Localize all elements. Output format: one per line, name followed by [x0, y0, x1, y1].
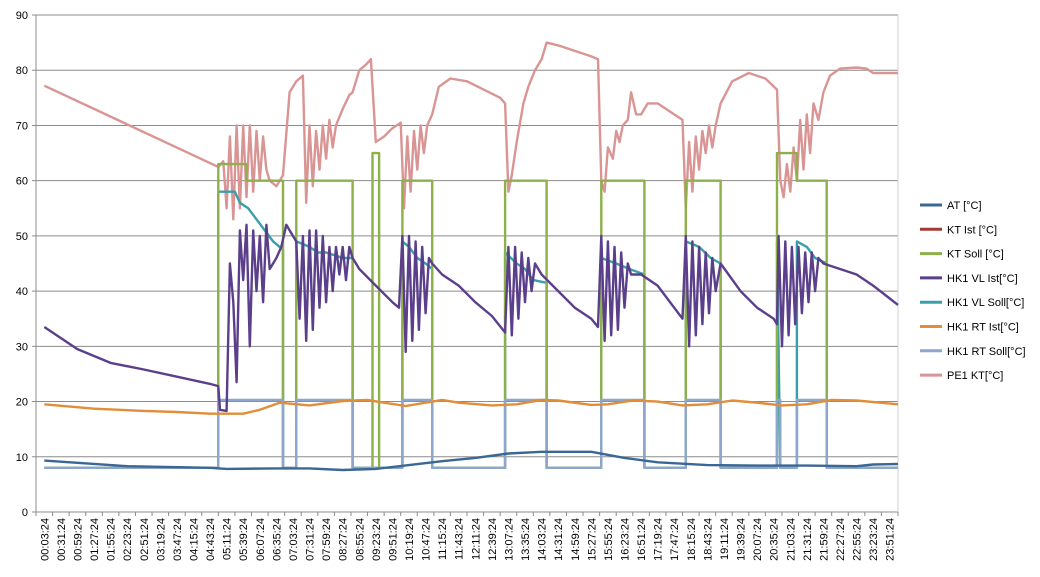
- x-tick-label: 23:51:24: [885, 518, 897, 561]
- x-tick-label: 07:03:24: [288, 518, 300, 561]
- x-tick-label: 13:07:24: [503, 518, 515, 561]
- x-tick-label: 12:39:24: [487, 518, 499, 561]
- x-tick-label: 14:03:24: [537, 518, 549, 561]
- series-line-7: [43, 41, 898, 221]
- x-tick-label: 04:15:24: [188, 518, 200, 561]
- x-tick-label: 08:55:24: [354, 518, 366, 561]
- x-tick-label: 00:31:24: [56, 518, 68, 561]
- x-tick-label: 05:39:24: [238, 518, 250, 561]
- x-tick-label: 12:11:24: [470, 518, 482, 560]
- y-tick-label: 70: [16, 120, 28, 132]
- y-tick-label: 40: [16, 286, 28, 298]
- x-tick-label: 19:39:24: [736, 518, 748, 561]
- y-tick-labels: 0 10 20 30 40 50 60 70 80 90: [16, 10, 28, 519]
- x-tick-labels: 00:03:24 00:31:24 00:59:24 01:27:24 01:55:24…: [39, 518, 896, 561]
- x-tick-label: 07:59:24: [321, 518, 333, 561]
- x-tick-label: 09:51:24: [387, 518, 399, 561]
- y-tick-label: 90: [16, 10, 28, 22]
- x-tick-label: 06:35:24: [271, 518, 283, 561]
- x-tick-label: 11:43:24: [454, 518, 466, 560]
- y-tick-label: 50: [16, 231, 28, 243]
- x-tick-label: 21:31:24: [802, 518, 814, 561]
- y-tick-label: 20: [16, 397, 28, 409]
- y-tick-label: 10: [16, 452, 28, 464]
- x-tick-label: 22:27:24: [835, 518, 847, 561]
- legend-label-7: PE1 KT[°C]: [947, 370, 1003, 382]
- x-tick-label: 01:27:24: [89, 518, 101, 561]
- series-line-0: [44, 450, 899, 472]
- x-tick-label: 11:15:24: [437, 518, 449, 560]
- x-tick-label: 03:19:24: [155, 518, 167, 561]
- series-line-3: [43, 223, 899, 413]
- x-tick-label: 16:51:24: [636, 518, 648, 561]
- y-tick-label: 30: [16, 341, 28, 353]
- x-tick-label: 13:35:24: [520, 518, 532, 561]
- x-tick-label: 03:47:24: [172, 518, 184, 561]
- x-tick-label: 02:23:24: [122, 518, 134, 561]
- x-tick-label: 14:59:24: [570, 518, 582, 561]
- x-tick-label: 18:15:24: [686, 518, 698, 561]
- x-tick-label: 14:31:24: [553, 518, 565, 561]
- series-lines: [43, 41, 899, 472]
- x-tick-label: 15:27:24: [586, 518, 598, 561]
- legend-label-3: HK1 VL Ist[°C]: [947, 273, 1018, 285]
- x-tick-label: 08:27:24: [338, 518, 350, 561]
- legend-label-4: HK1 VL Soll[°C]: [947, 297, 1024, 309]
- y-tick-label: 80: [16, 65, 28, 77]
- x-tick-label: 15:55:24: [603, 518, 615, 561]
- series-line-5: [44, 398, 899, 415]
- x-tick-label: 21:03:24: [785, 518, 797, 561]
- x-tick-label: 10:19:24: [404, 518, 416, 561]
- x-tick-label: 17:47:24: [669, 518, 681, 561]
- x-tick-label: 20:35:24: [769, 518, 781, 561]
- x-tick-label: 07:31:24: [305, 518, 317, 561]
- x-tick-label: 01:55:24: [106, 518, 118, 561]
- x-tick-label: 16:23:24: [619, 518, 631, 561]
- legend-label-2: KT Soll [°C]: [947, 249, 1004, 261]
- x-tick-label: 18:43:24: [702, 518, 714, 561]
- legend: AT [°C] KT Ist [°C] KT Soll [°C] HK1 VL Ist…: [920, 200, 1026, 382]
- x-tick-label: 02:51:24: [139, 518, 151, 561]
- legend-label-5: HK1 RT Ist[°C]: [947, 322, 1019, 334]
- x-tick-label: 20:07:24: [752, 518, 764, 561]
- x-tick-label: 00:03:24: [39, 518, 51, 561]
- x-tick-label: 23:23:24: [868, 518, 880, 561]
- x-tick-label: 10:47:24: [421, 518, 433, 561]
- legend-label-0: AT [°C]: [947, 200, 982, 212]
- x-tick-label: 00:59:24: [72, 518, 84, 561]
- x-tick-label: 06:07:24: [255, 518, 267, 561]
- x-tick-label: 21:59:24: [818, 518, 830, 561]
- x-tick-label: 22:55:24: [852, 518, 864, 561]
- x-tick-label: 17:19:24: [653, 518, 665, 561]
- x-tick-label: 09:23:24: [371, 518, 383, 561]
- series-line-6: [44, 398, 898, 469]
- y-tick-label: 0: [22, 507, 28, 519]
- x-tick-label: 19:11:24: [719, 518, 731, 560]
- x-tick-label: 04:43:24: [205, 518, 217, 561]
- legend-label-1: KT Ist [°C]: [947, 224, 997, 236]
- gridlines: [36, 14, 898, 458]
- x-tick-label: 05:11:24: [222, 518, 234, 560]
- legend-label-6: HK1 RT Soll[°C]: [947, 346, 1026, 358]
- y-tick-label: 60: [16, 176, 28, 188]
- axes: [32, 14, 899, 516]
